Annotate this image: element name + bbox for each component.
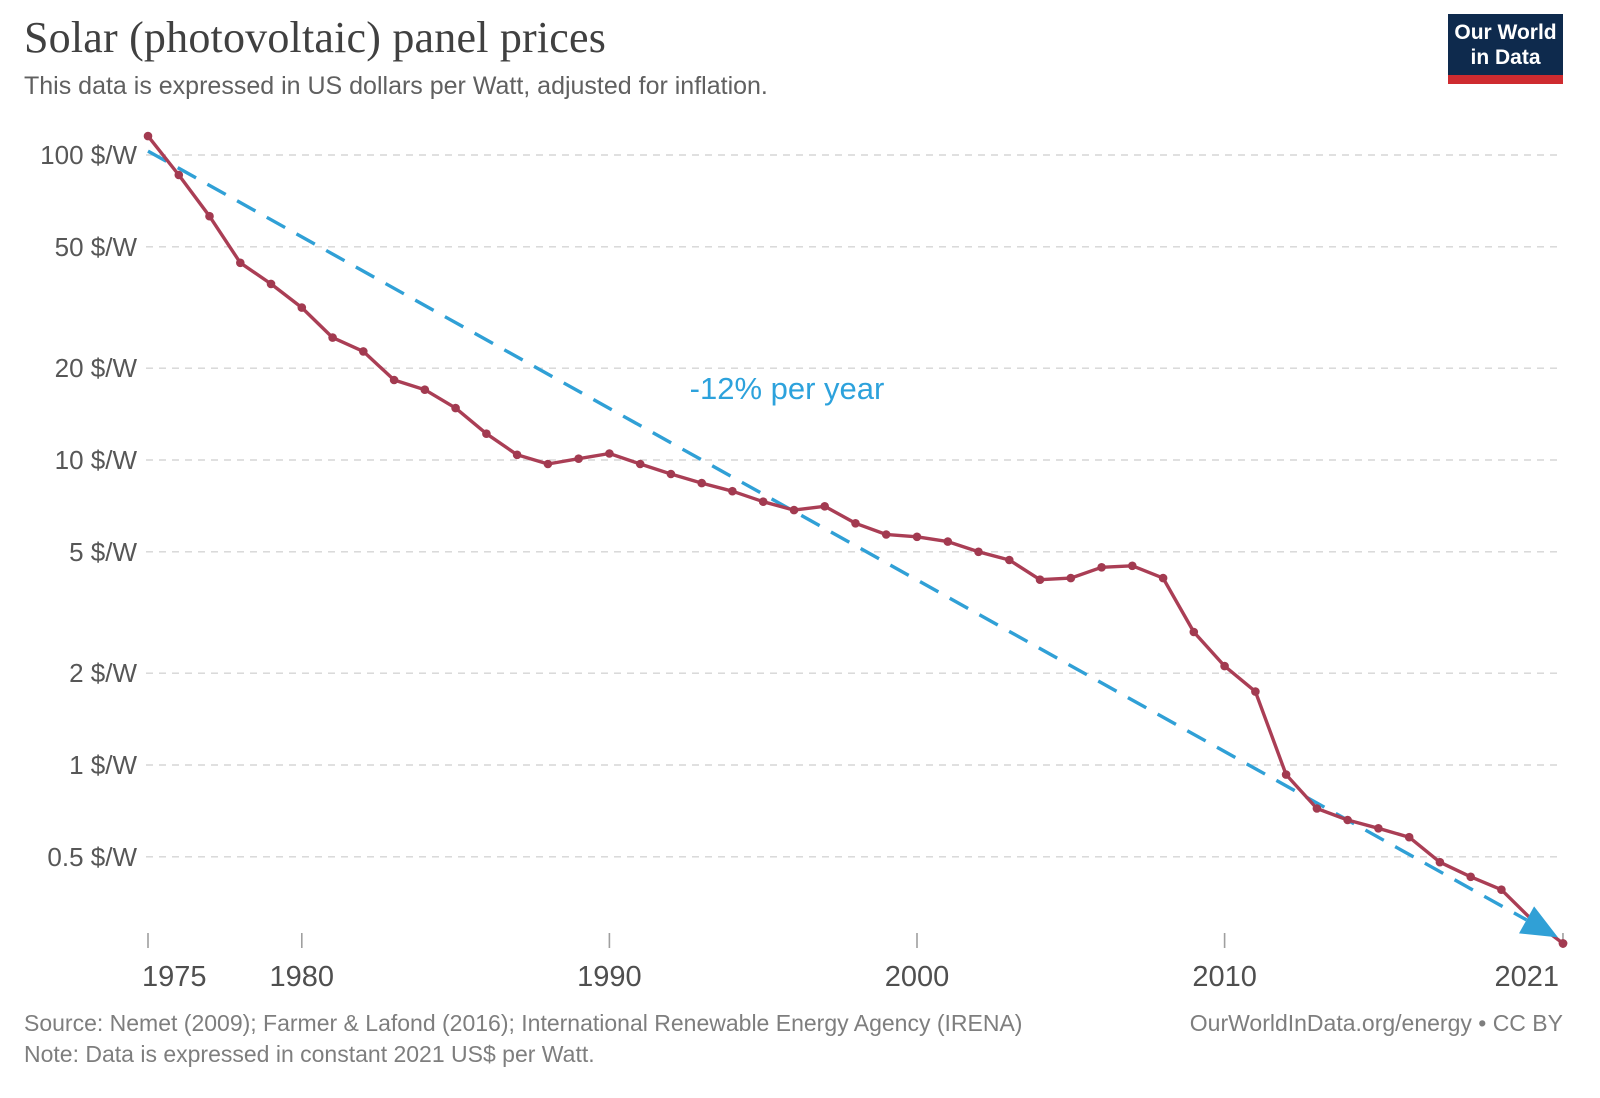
y-axis-label: 50 $/W <box>55 232 138 262</box>
price-point <box>881 530 891 539</box>
chart-svg: 100 $/W 50 $/W 20 $/W 10 $/W 5 $/W 2 $/W 1 $/W… <box>40 131 1568 990</box>
price-point <box>1312 804 1322 813</box>
price-point <box>635 459 645 469</box>
price-point <box>1128 561 1137 571</box>
price-point <box>236 258 245 268</box>
page-title: Solar (photovoltaic) panel prices <box>24 13 607 62</box>
price-point <box>1374 824 1383 833</box>
price-point <box>574 454 583 464</box>
price-point <box>1005 555 1014 565</box>
owid-logo-line1: Our World <box>1454 21 1557 44</box>
price-point <box>728 486 737 496</box>
price-point <box>512 450 522 460</box>
y-axis-label: 100 $/W <box>40 140 137 170</box>
trend-line <box>147 149 1528 922</box>
y-axis-label: 5 $/W <box>69 537 137 567</box>
price-point <box>328 333 337 342</box>
price-point <box>943 537 953 546</box>
price-point <box>1189 627 1199 637</box>
price-point <box>266 279 276 289</box>
owid-logo-text: Our World in Data <box>1448 14 1563 75</box>
x-axis-label: 1975 <box>142 961 207 990</box>
price-point <box>1343 815 1352 825</box>
trend-arrowhead-icon <box>1519 906 1558 938</box>
price-point <box>482 429 491 439</box>
price-point <box>1251 687 1260 696</box>
price-point <box>1497 885 1506 894</box>
price-point <box>1220 661 1229 671</box>
owid-logo: Our World in Data <box>1448 14 1563 84</box>
y-axis-label: 0.5 $/W <box>47 842 137 872</box>
price-point-last <box>1558 939 1568 948</box>
price-point <box>912 532 922 542</box>
price-point <box>359 347 368 356</box>
price-point <box>1281 770 1291 779</box>
y-axis-label: 10 $/W <box>55 445 138 475</box>
price-point <box>1066 573 1076 583</box>
price-point <box>174 170 184 180</box>
x-axis-label: 1990 <box>577 961 642 990</box>
x-axis-label: 2000 <box>885 961 950 990</box>
price-point <box>1466 872 1475 882</box>
x-axis-label: 2021 <box>1494 961 1559 990</box>
price-point <box>1035 575 1045 584</box>
price-point <box>974 547 983 557</box>
price-point <box>205 211 214 221</box>
price-point <box>666 469 676 479</box>
price-point <box>697 478 706 488</box>
price-point <box>851 519 860 528</box>
note-text: Note: Data is expressed in constant 2021… <box>24 1041 595 1067</box>
price-point <box>451 403 460 413</box>
chart-footer: Source: Nemet (2009); Farmer & Lafond (2… <box>24 1008 1022 1070</box>
price-point <box>1404 832 1414 842</box>
x-axis-label: 1980 <box>270 961 335 990</box>
price-point <box>1097 563 1106 572</box>
price-point <box>605 449 614 458</box>
price-point <box>1158 573 1168 583</box>
page-subtitle: This data is expressed in US dollars per… <box>24 72 768 100</box>
price-point <box>758 497 768 507</box>
price-point <box>143 131 153 141</box>
y-axis-label: 1 $/W <box>69 750 137 780</box>
owid-logo-redbar-icon <box>1448 75 1563 84</box>
y-axis-label: 20 $/W <box>55 353 138 383</box>
price-point <box>543 459 553 469</box>
owid-link[interactable]: OurWorldInData.org/energy • CC BY <box>1189 1010 1563 1036</box>
price-point <box>820 502 829 511</box>
price-point <box>420 385 430 395</box>
price-point <box>1435 857 1445 867</box>
trend-annotation: -12% per year <box>690 371 885 406</box>
y-axis-label: 2 $/W <box>69 658 137 688</box>
owid-logo-line2: in Data <box>1470 46 1541 69</box>
source-text: Source: Nemet (2009); Farmer & Lafond (2… <box>24 1010 1023 1036</box>
price-point <box>297 303 307 312</box>
price-point <box>389 375 399 385</box>
price-point <box>789 505 799 515</box>
x-axis-label: 2010 <box>1192 961 1257 990</box>
